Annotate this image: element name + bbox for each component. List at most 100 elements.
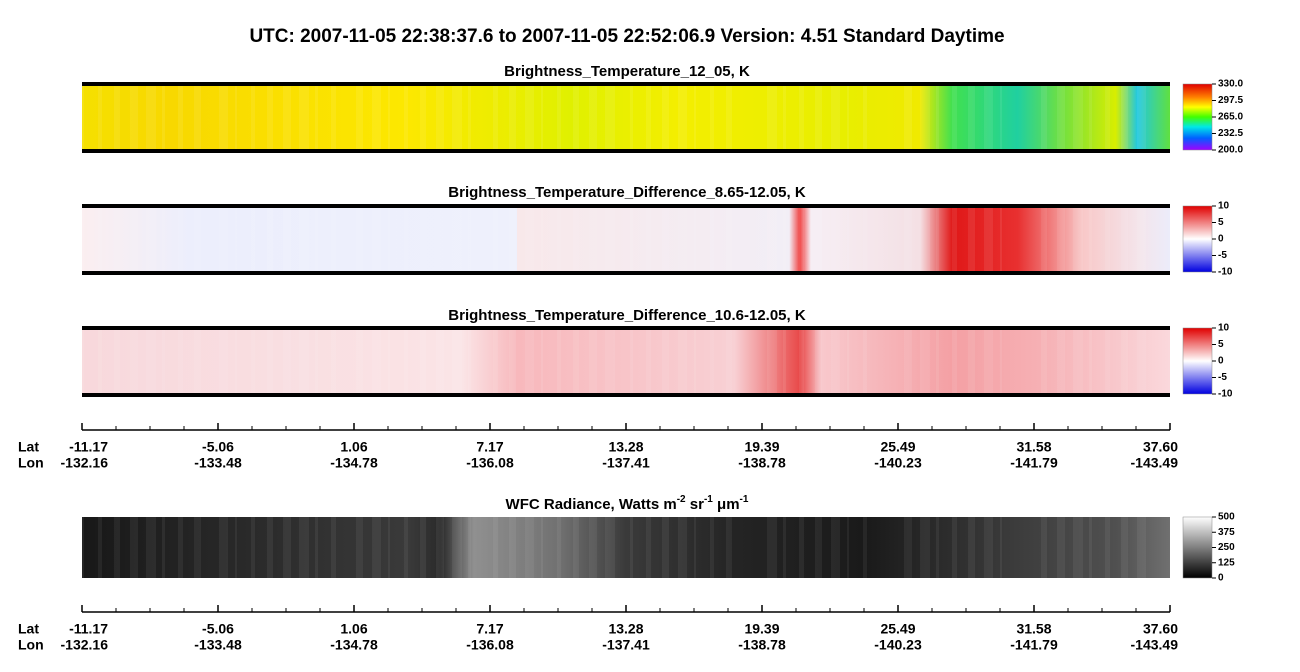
- texture: [493, 206, 498, 273]
- lon-label: -134.78: [330, 455, 378, 471]
- axis-row-label: Lon: [18, 455, 44, 471]
- texture: [468, 517, 471, 578]
- lon-label: -136.08: [466, 637, 514, 653]
- lat-label: -11.17: [69, 439, 108, 455]
- texture: [589, 206, 597, 273]
- texture: [541, 206, 543, 273]
- texture: [1073, 84, 1083, 151]
- colorbar-tick-label: 0: [1218, 573, 1224, 584]
- colorbar-tick-label: 10: [1218, 201, 1230, 212]
- texture: [267, 328, 273, 395]
- lon-label: -137.41: [602, 637, 650, 653]
- texture: [662, 328, 669, 395]
- texture: [799, 84, 804, 151]
- texture: [589, 517, 597, 578]
- lon-label: -132.16: [61, 455, 109, 471]
- texture: [847, 206, 849, 273]
- texture: [984, 84, 993, 151]
- texture: [920, 84, 930, 151]
- texture: [436, 328, 444, 395]
- texture: [146, 517, 156, 578]
- texture: [726, 328, 732, 395]
- texture: [936, 206, 939, 273]
- texture: [904, 517, 912, 578]
- texture: [662, 517, 669, 578]
- texture: [315, 517, 318, 578]
- texture: [831, 84, 840, 151]
- texture: [1041, 206, 1047, 273]
- texture: [235, 84, 237, 151]
- texture: [863, 206, 867, 273]
- texture: [178, 206, 183, 273]
- texture: [235, 328, 237, 395]
- texture: [863, 517, 867, 578]
- texture: [783, 84, 786, 151]
- texture: [251, 517, 255, 578]
- lat-label: 25.49: [880, 439, 915, 455]
- texture: [630, 517, 633, 578]
- texture: [783, 328, 786, 395]
- texture: [98, 84, 102, 151]
- texture: [952, 328, 957, 395]
- texture: [968, 517, 975, 578]
- panel-title: Brightness_Temperature_12_05, K: [504, 63, 750, 80]
- texture: [525, 84, 534, 151]
- texture: [283, 84, 291, 151]
- texture: [726, 517, 732, 578]
- texture: [710, 206, 714, 273]
- title-part: Brightness_Temperature_Difference_8.65-1…: [448, 184, 806, 201]
- texture: [1121, 206, 1128, 273]
- texture: [525, 517, 534, 578]
- texture: [219, 517, 228, 578]
- image-strip: [82, 328, 1170, 395]
- texture: [1041, 517, 1047, 578]
- axis-row-label: Lon: [18, 637, 44, 653]
- texture: [541, 328, 543, 395]
- colorbar-tick-label: 5: [1218, 339, 1224, 350]
- texture: [646, 517, 651, 578]
- texture: [678, 84, 687, 151]
- texture: [235, 517, 237, 578]
- strip-border: [82, 271, 1170, 275]
- texture: [678, 328, 687, 395]
- texture: [130, 206, 138, 273]
- panel-title: Brightness_Temperature_Difference_10.6-1…: [448, 307, 806, 324]
- texture: [968, 328, 975, 395]
- texture: [920, 328, 930, 395]
- colorbar-tick-label: 297.5: [1218, 95, 1243, 106]
- texture: [331, 84, 336, 151]
- texture: [1057, 328, 1065, 395]
- texture: [767, 206, 777, 273]
- texture: [114, 328, 120, 395]
- texture: [847, 328, 849, 395]
- lon-label: -143.49: [1131, 637, 1179, 653]
- lon-label: -141.79: [1010, 637, 1058, 653]
- lon-label: -137.41: [602, 455, 650, 471]
- colorbar-tick-label: -5: [1218, 250, 1227, 261]
- lat-label: -11.17: [69, 621, 108, 637]
- image-strip: [82, 84, 1170, 151]
- texture: [694, 517, 696, 578]
- texture: [815, 84, 822, 151]
- title-part: μm: [713, 496, 740, 513]
- lat-label: 31.58: [1016, 621, 1051, 637]
- panel-title: Brightness_Temperature_Difference_8.65-1…: [448, 184, 806, 201]
- colorbar: [1182, 205, 1213, 273]
- texture: [235, 206, 237, 273]
- texture: [509, 328, 516, 395]
- texture: [557, 517, 561, 578]
- texture: [1000, 517, 1002, 578]
- texture: [82, 206, 84, 273]
- texture: [372, 517, 381, 578]
- texture: [372, 206, 381, 273]
- texture: [162, 84, 165, 151]
- texture: [694, 84, 696, 151]
- texture: [1105, 206, 1110, 273]
- texture: [767, 84, 777, 151]
- texture: [630, 84, 633, 151]
- texture: [420, 517, 426, 578]
- lat-label: 1.06: [340, 439, 367, 455]
- texture: [1057, 206, 1065, 273]
- lon-label: -138.78: [738, 455, 786, 471]
- texture: [130, 517, 138, 578]
